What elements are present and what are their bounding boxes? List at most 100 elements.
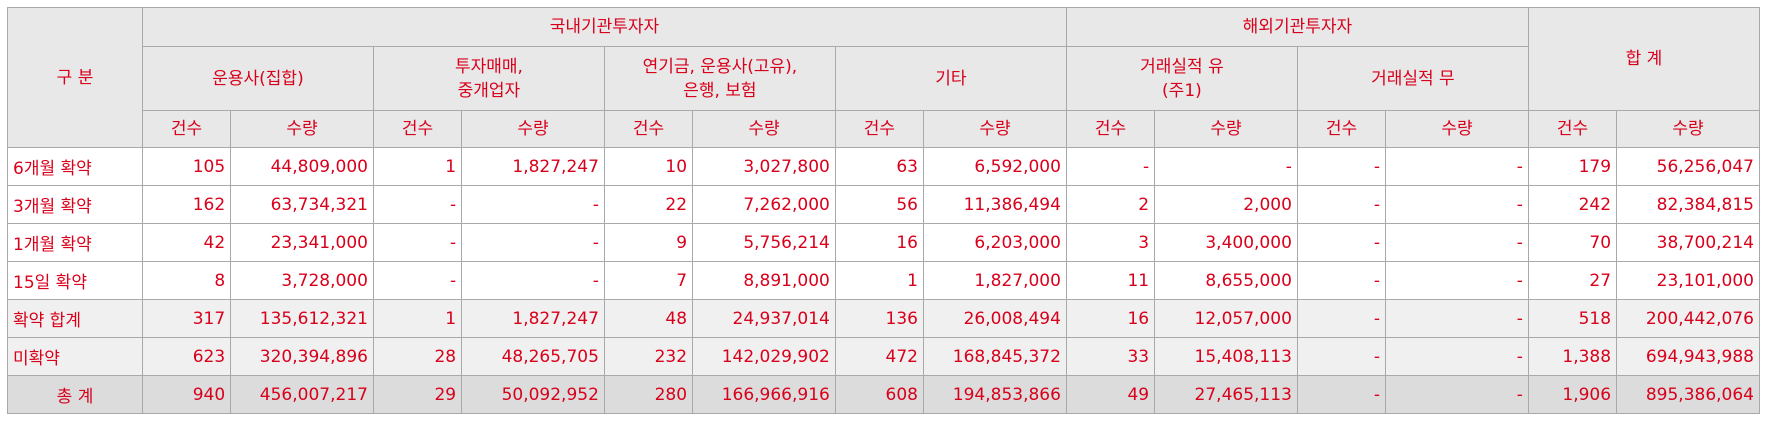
quantity-cell: 8,655,000	[1154, 261, 1298, 300]
count-cell: 317	[141, 299, 232, 338]
table-body: 6개월 확약 105 44,809,000 1 1,827,247 10 3,027,800…	[7, 147, 1760, 414]
quantity-cell: -	[1385, 375, 1529, 414]
quantity-cell: 12,057,000	[1154, 299, 1298, 338]
row-label: 1개월 확약	[7, 223, 143, 262]
quantity-cell: -	[1385, 147, 1529, 186]
quantity-cell: 1,827,000	[923, 261, 1067, 300]
count-cell: 9	[603, 223, 694, 262]
count-cell: 70	[1527, 223, 1618, 262]
quantity-cell: -	[461, 185, 605, 224]
count-cell: 136	[834, 299, 925, 338]
count-column-header: 건수	[1065, 110, 1156, 148]
count-cell: -	[1296, 185, 1387, 224]
quantity-cell: -	[1385, 261, 1529, 300]
count-cell: -	[1296, 375, 1387, 414]
quantity-cell: 1,827,247	[461, 299, 605, 338]
quantity-cell: 15,408,113	[1154, 337, 1298, 376]
count-column-header: 건수	[372, 110, 463, 148]
quantity-cell: -	[461, 261, 605, 300]
count-cell: 22	[603, 185, 694, 224]
row-label: 확약 합계	[7, 299, 143, 338]
count-cell: 28	[372, 337, 463, 376]
quantity-cell: 3,400,000	[1154, 223, 1298, 262]
count-cell: 518	[1527, 299, 1618, 338]
quantity-cell: -	[1385, 337, 1529, 376]
count-cell: 162	[141, 185, 232, 224]
count-cell: 16	[1065, 299, 1156, 338]
quantity-cell: 5,756,214	[692, 223, 836, 262]
domestic-investors-header: 국내기관투자자	[142, 7, 1067, 47]
quantity-cell: 24,937,014	[692, 299, 836, 338]
without-record-header: 거래실적 무	[1296, 46, 1529, 111]
count-cell: 1,906	[1527, 375, 1618, 414]
count-column-header: 건수	[834, 110, 925, 148]
quantity-cell: -	[1385, 223, 1529, 262]
quantity-cell: 166,966,916	[692, 375, 836, 414]
row-label: 15일 확약	[7, 261, 143, 300]
count-cell: 27	[1527, 261, 1618, 300]
quantity-cell: 2,000	[1154, 185, 1298, 224]
quantity-column-header: 수량	[461, 110, 605, 148]
count-column-header: 건수	[603, 110, 694, 148]
row-label: 3개월 확약	[7, 185, 143, 224]
quantity-column-header: 수량	[230, 110, 374, 148]
count-cell: 242	[1527, 185, 1618, 224]
total-header: 합 계	[1527, 7, 1761, 111]
quantity-cell: 7,262,000	[692, 185, 836, 224]
quantity-cell: 63,734,321	[230, 185, 374, 224]
row-label: 미확약	[7, 337, 143, 376]
count-cell: 940	[141, 375, 232, 414]
quantity-cell: 23,341,000	[230, 223, 374, 262]
quantity-cell: 456,007,217	[230, 375, 374, 414]
count-cell: 232	[603, 337, 694, 376]
table-row: 3개월 확약 162 63,734,321- -22 7,262,000 56 11,386…	[7, 185, 1760, 224]
quantity-cell: -	[1385, 299, 1529, 338]
quantity-cell: 8,891,000	[692, 261, 836, 300]
quantity-cell: 48,265,705	[461, 337, 605, 376]
count-column-header: 건수	[141, 110, 232, 148]
count-cell: 56	[834, 185, 925, 224]
category-header: 구 분	[7, 7, 143, 148]
count-cell: 472	[834, 337, 925, 376]
row-label: 총 계	[7, 375, 143, 414]
count-cell: 10	[603, 147, 694, 186]
count-cell: 3	[1065, 223, 1156, 262]
table-row: 1개월 확약 42 23,341,000- -9 5,756,214 16 6,203,00…	[7, 223, 1760, 262]
quantity-cell: 11,386,494	[923, 185, 1067, 224]
table-row: 15일 확약 8 3,728,000- -7 8,891,000 1 1,827,000 11…	[7, 261, 1760, 300]
quantity-cell: 200,442,076	[1616, 299, 1760, 338]
quantity-cell: 1,827,247	[461, 147, 605, 186]
count-cell: -	[1296, 261, 1387, 300]
quantity-cell: 320,394,896	[230, 337, 374, 376]
count-cell: -	[1296, 299, 1387, 338]
asset-mgmt-header: 운용사(집합)	[142, 46, 374, 111]
count-cell: 2	[1065, 185, 1156, 224]
quantity-cell: 23,101,000	[1616, 261, 1760, 300]
count-cell: -	[1296, 337, 1387, 376]
quantity-cell: 142,029,902	[692, 337, 836, 376]
count-cell: 11	[1065, 261, 1156, 300]
other-header: 기타	[834, 46, 1067, 111]
count-cell: 179	[1527, 147, 1618, 186]
count-cell: 1	[372, 299, 463, 338]
quantity-cell: 3,728,000	[230, 261, 374, 300]
count-cell: 105	[141, 147, 232, 186]
quantity-cell: 135,612,321	[230, 299, 374, 338]
quantity-cell: 27,465,113	[1154, 375, 1298, 414]
count-cell: 33	[1065, 337, 1156, 376]
quantity-cell: 168,845,372	[923, 337, 1067, 376]
count-cell: 16	[834, 223, 925, 262]
table-row: 6개월 확약 105 44,809,000 1 1,827,247 10 3,027,800…	[7, 147, 1760, 186]
quantity-cell: 82,384,815	[1616, 185, 1760, 224]
quantity-column-header: 수량	[1154, 110, 1298, 148]
count-cell: 1	[834, 261, 925, 300]
count-cell: 8	[141, 261, 232, 300]
count-cell: 42	[141, 223, 232, 262]
quantity-cell: 194,853,866	[923, 375, 1067, 414]
row-label: 6개월 확약	[7, 147, 143, 186]
quantity-cell: -	[461, 223, 605, 262]
count-cell: 1	[372, 147, 463, 186]
count-column-header: 건수	[1296, 110, 1387, 148]
count-cell: 1,388	[1527, 337, 1618, 376]
count-cell: 280	[603, 375, 694, 414]
